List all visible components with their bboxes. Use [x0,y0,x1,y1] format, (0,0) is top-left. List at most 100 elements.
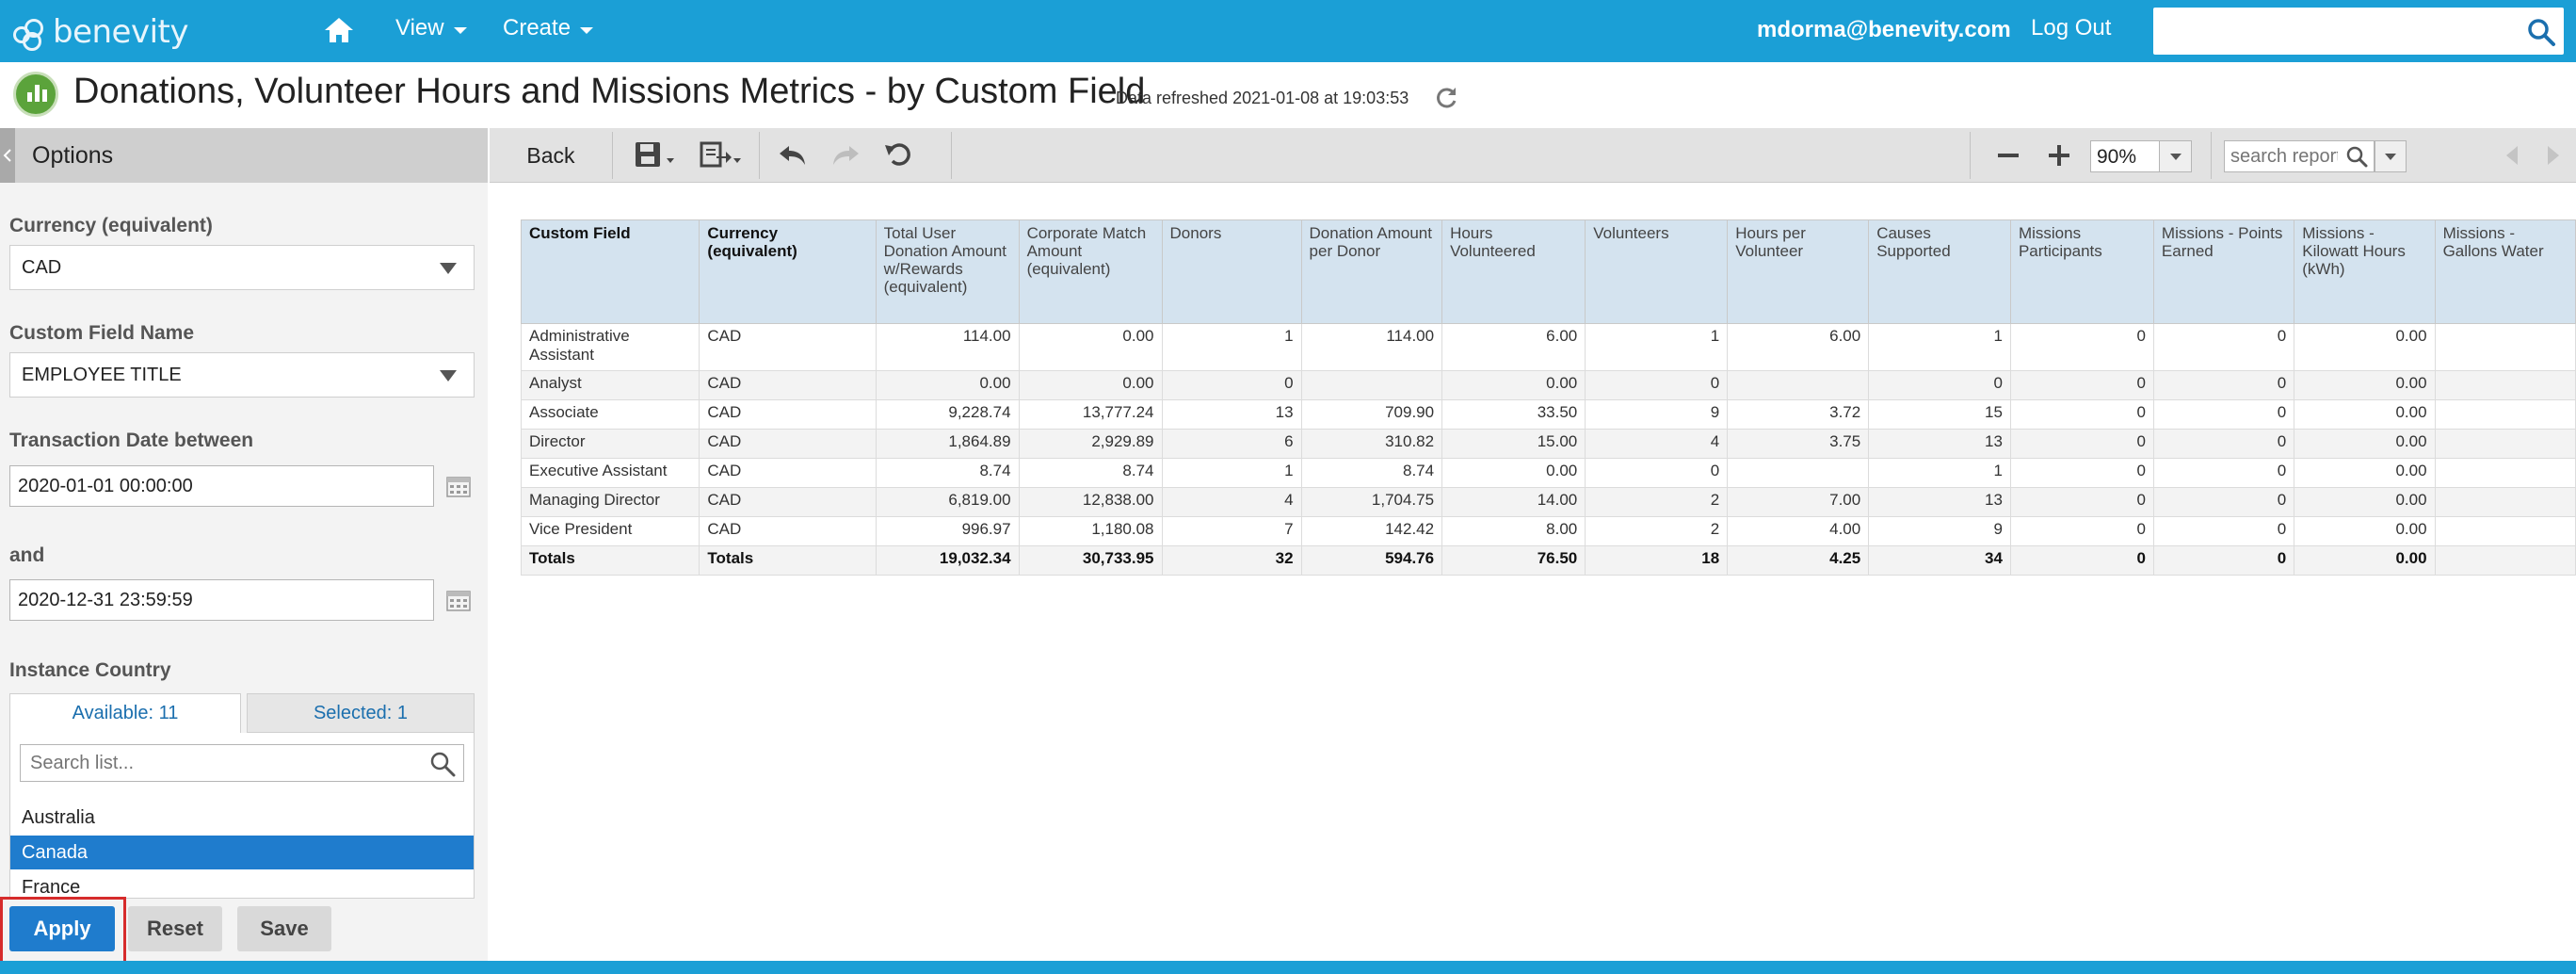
table-cell: 13,777.24 [1018,399,1163,430]
table-header: Custom Field Currency (equivalent) Total U… [520,219,2576,324]
currency-label: Currency (equivalent) [9,215,213,236]
tab-available[interactable]: Available: 11 [9,693,241,733]
nav-create-label: Create [503,15,572,41]
home-icon[interactable] [322,14,356,46]
column-header[interactable]: Missions Participants [2009,219,2154,324]
apply-button[interactable]: Apply [9,906,115,951]
table-cell: 1,180.08 [1018,516,1163,546]
search-icon[interactable] [429,751,456,777]
zoom-select[interactable]: 90% [2090,140,2192,172]
table-cell: 0.00 [1441,370,1586,400]
list-search-input[interactable] [21,745,416,781]
redo-button[interactable] [821,128,870,183]
nav-create-menu[interactable]: Create [503,15,594,41]
nav-view-menu[interactable]: View [395,15,467,41]
table-cell: 594.76 [1300,545,1443,576]
export-button[interactable] [687,128,753,183]
column-header[interactable]: Donors [1161,219,1302,324]
reset-view-button[interactable] [874,128,923,183]
table-cell [2434,516,2576,546]
toolbar-divider [759,132,760,179]
list-item-canada[interactable]: Canada [10,836,474,869]
table-cell: Associate [520,399,700,430]
save-report-button[interactable] [621,128,687,183]
table-cell: 0 [2152,370,2295,400]
report-search-input[interactable] [2225,141,2338,171]
table-cell: 0 [2009,399,2154,430]
column-header[interactable]: Missions - Gallons Water [2434,219,2576,324]
undo-button[interactable] [768,128,817,183]
tab-selected[interactable]: Selected: 1 [247,693,475,733]
table-header-row: Custom Field Currency (equivalent) Total U… [520,219,2576,324]
date-from-input[interactable] [10,466,433,506]
column-header[interactable]: Currency (equivalent) [699,219,877,324]
table-cell: CAD [699,323,877,371]
table-cell: 0 [2009,545,2154,576]
table-cell: 4.25 [1727,545,1870,576]
table-cell: 0.00 [2294,399,2436,430]
calendar-icon[interactable] [446,589,471,611]
table-cell: 0 [2009,487,2154,517]
refresh-icon[interactable] [1433,85,1459,111]
toolbar-divider [612,132,613,179]
table-cell: 9 [1585,399,1729,430]
column-header[interactable]: Total User Donation Amount w/Rewards (eq… [875,219,1020,324]
custom-field-label: Custom Field Name [9,322,195,344]
search-icon[interactable] [2345,145,2368,168]
table-cell: CAD [699,487,877,517]
next-result-button[interactable] [2536,128,2570,183]
date-to-field[interactable] [9,579,434,621]
logout-link[interactable]: Log Out [2031,15,2112,41]
list-item-australia[interactable]: Australia [22,807,95,828]
column-header[interactable]: Hours Volunteered [1441,219,1586,324]
column-header[interactable]: Missions - Kilowatt Hours (kWh) [2294,219,2436,324]
search-options-dropdown[interactable] [2375,140,2407,172]
previous-result-button[interactable] [2495,128,2529,183]
global-search-input[interactable] [2153,8,2564,55]
column-header[interactable]: Causes Supported [1868,219,2011,324]
table-cell: CAD [699,516,877,546]
user-email[interactable]: mdorma@benevity.com [1757,17,2011,42]
floppy-disk-icon [636,142,674,167]
report-content: Custom Field Currency (equivalent) Total U… [490,184,2576,961]
column-header[interactable]: Missions - Points Earned [2152,219,2295,324]
table-cell: CAD [699,458,877,488]
country-list-panel: Australia Canada France [9,733,475,899]
reset-button[interactable]: Reset [128,906,222,951]
report-search-field[interactable] [2224,140,2375,172]
save-button[interactable]: Save [237,906,331,951]
table-cell: 310.82 [1300,429,1443,459]
table-cell: 14.00 [1441,487,1586,517]
report-toolbar: Back 90% [490,128,2576,183]
date-from-field[interactable] [9,465,434,507]
list-search-field[interactable] [20,744,464,782]
instance-country-label: Instance Country [9,659,171,681]
collapse-options-button[interactable] [0,128,15,183]
column-header[interactable]: Hours per Volunteer [1727,219,1870,324]
date-to-input[interactable] [10,580,433,620]
list-item-france[interactable]: France [22,877,81,898]
zoom-in-button[interactable] [2037,128,2081,183]
back-button[interactable]: Back [490,128,612,183]
column-header[interactable]: Volunteers [1585,219,1729,324]
table-cell: 19,032.34 [875,545,1020,576]
table-cell: Executive Assistant [520,458,700,488]
options-panel-header: Options [0,128,488,183]
table-cell: 13 [1868,487,2011,517]
column-header[interactable]: Custom Field [520,219,700,324]
table-cell: CAD [699,370,877,400]
table-cell: 142.42 [1300,516,1443,546]
column-header[interactable]: Donation Amount per Donor [1300,219,1443,324]
table-cell: 8.74 [875,458,1020,488]
calendar-icon[interactable] [446,475,471,497]
zoom-out-button[interactable] [1987,128,2030,183]
date-between-label: Transaction Date between [9,430,254,451]
brand-name: benevity [53,13,189,51]
benevity-logo[interactable]: benevity [9,11,189,53]
chevron-down-icon[interactable] [2159,141,2191,171]
search-icon[interactable] [2526,17,2556,47]
currency-select[interactable]: CAD [9,245,475,290]
custom-field-select[interactable]: EMPLOYEE TITLE [9,352,475,398]
table-cell: Totals [520,545,700,576]
column-header[interactable]: Corporate Match Amount (equivalent) [1018,219,1163,324]
